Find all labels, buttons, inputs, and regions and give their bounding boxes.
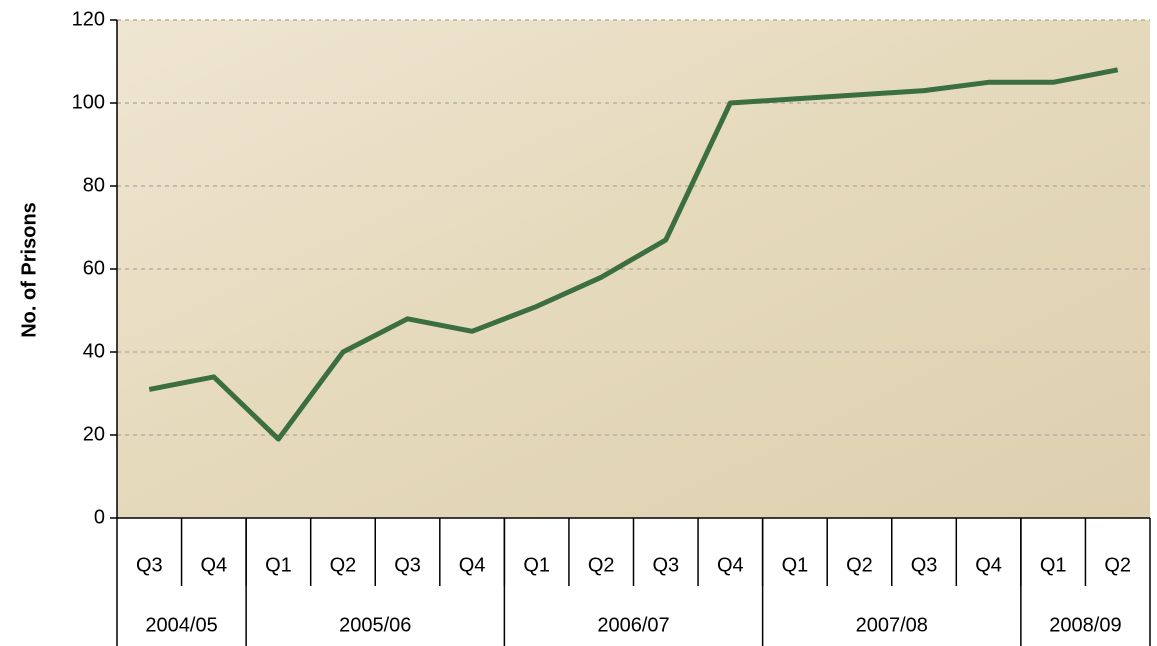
y-tick-label: 20 bbox=[83, 423, 105, 445]
plot-background bbox=[117, 20, 1150, 518]
y-tick-label: 60 bbox=[83, 257, 105, 279]
x-tick-label: Q4 bbox=[201, 554, 228, 576]
x-group-label: 2007/08 bbox=[856, 614, 928, 636]
x-group-label: 2006/07 bbox=[597, 614, 669, 636]
x-tick-label: Q4 bbox=[717, 554, 744, 576]
x-tick-label: Q2 bbox=[330, 554, 357, 576]
y-tick-label: 40 bbox=[83, 340, 105, 362]
x-tick-label: Q4 bbox=[975, 554, 1002, 576]
x-group-label: 2005/06 bbox=[339, 614, 411, 636]
x-group-label: 2004/05 bbox=[145, 614, 217, 636]
x-tick-label: Q3 bbox=[394, 554, 421, 576]
x-tick-label: Q1 bbox=[523, 554, 550, 576]
x-tick-label: Q1 bbox=[782, 554, 809, 576]
x-group-label: 2008/09 bbox=[1049, 614, 1121, 636]
x-tick-label: Q3 bbox=[652, 554, 679, 576]
x-tick-label: Q3 bbox=[911, 554, 938, 576]
x-tick-label: Q1 bbox=[1040, 554, 1067, 576]
x-tick-label: Q3 bbox=[136, 554, 163, 576]
y-tick-label: 120 bbox=[72, 8, 105, 30]
x-tick-label: Q2 bbox=[1104, 554, 1131, 576]
y-tick-label: 0 bbox=[94, 506, 105, 528]
y-tick-label: 80 bbox=[83, 174, 105, 196]
x-tick-label: Q1 bbox=[265, 554, 292, 576]
x-tick-label: Q2 bbox=[588, 554, 615, 576]
x-tick-label: Q2 bbox=[846, 554, 873, 576]
y-axis-label: No. of Prisons bbox=[18, 202, 40, 338]
x-tick-label: Q4 bbox=[459, 554, 486, 576]
y-tick-label: 100 bbox=[72, 91, 105, 113]
data-line bbox=[148, 67, 1119, 442]
